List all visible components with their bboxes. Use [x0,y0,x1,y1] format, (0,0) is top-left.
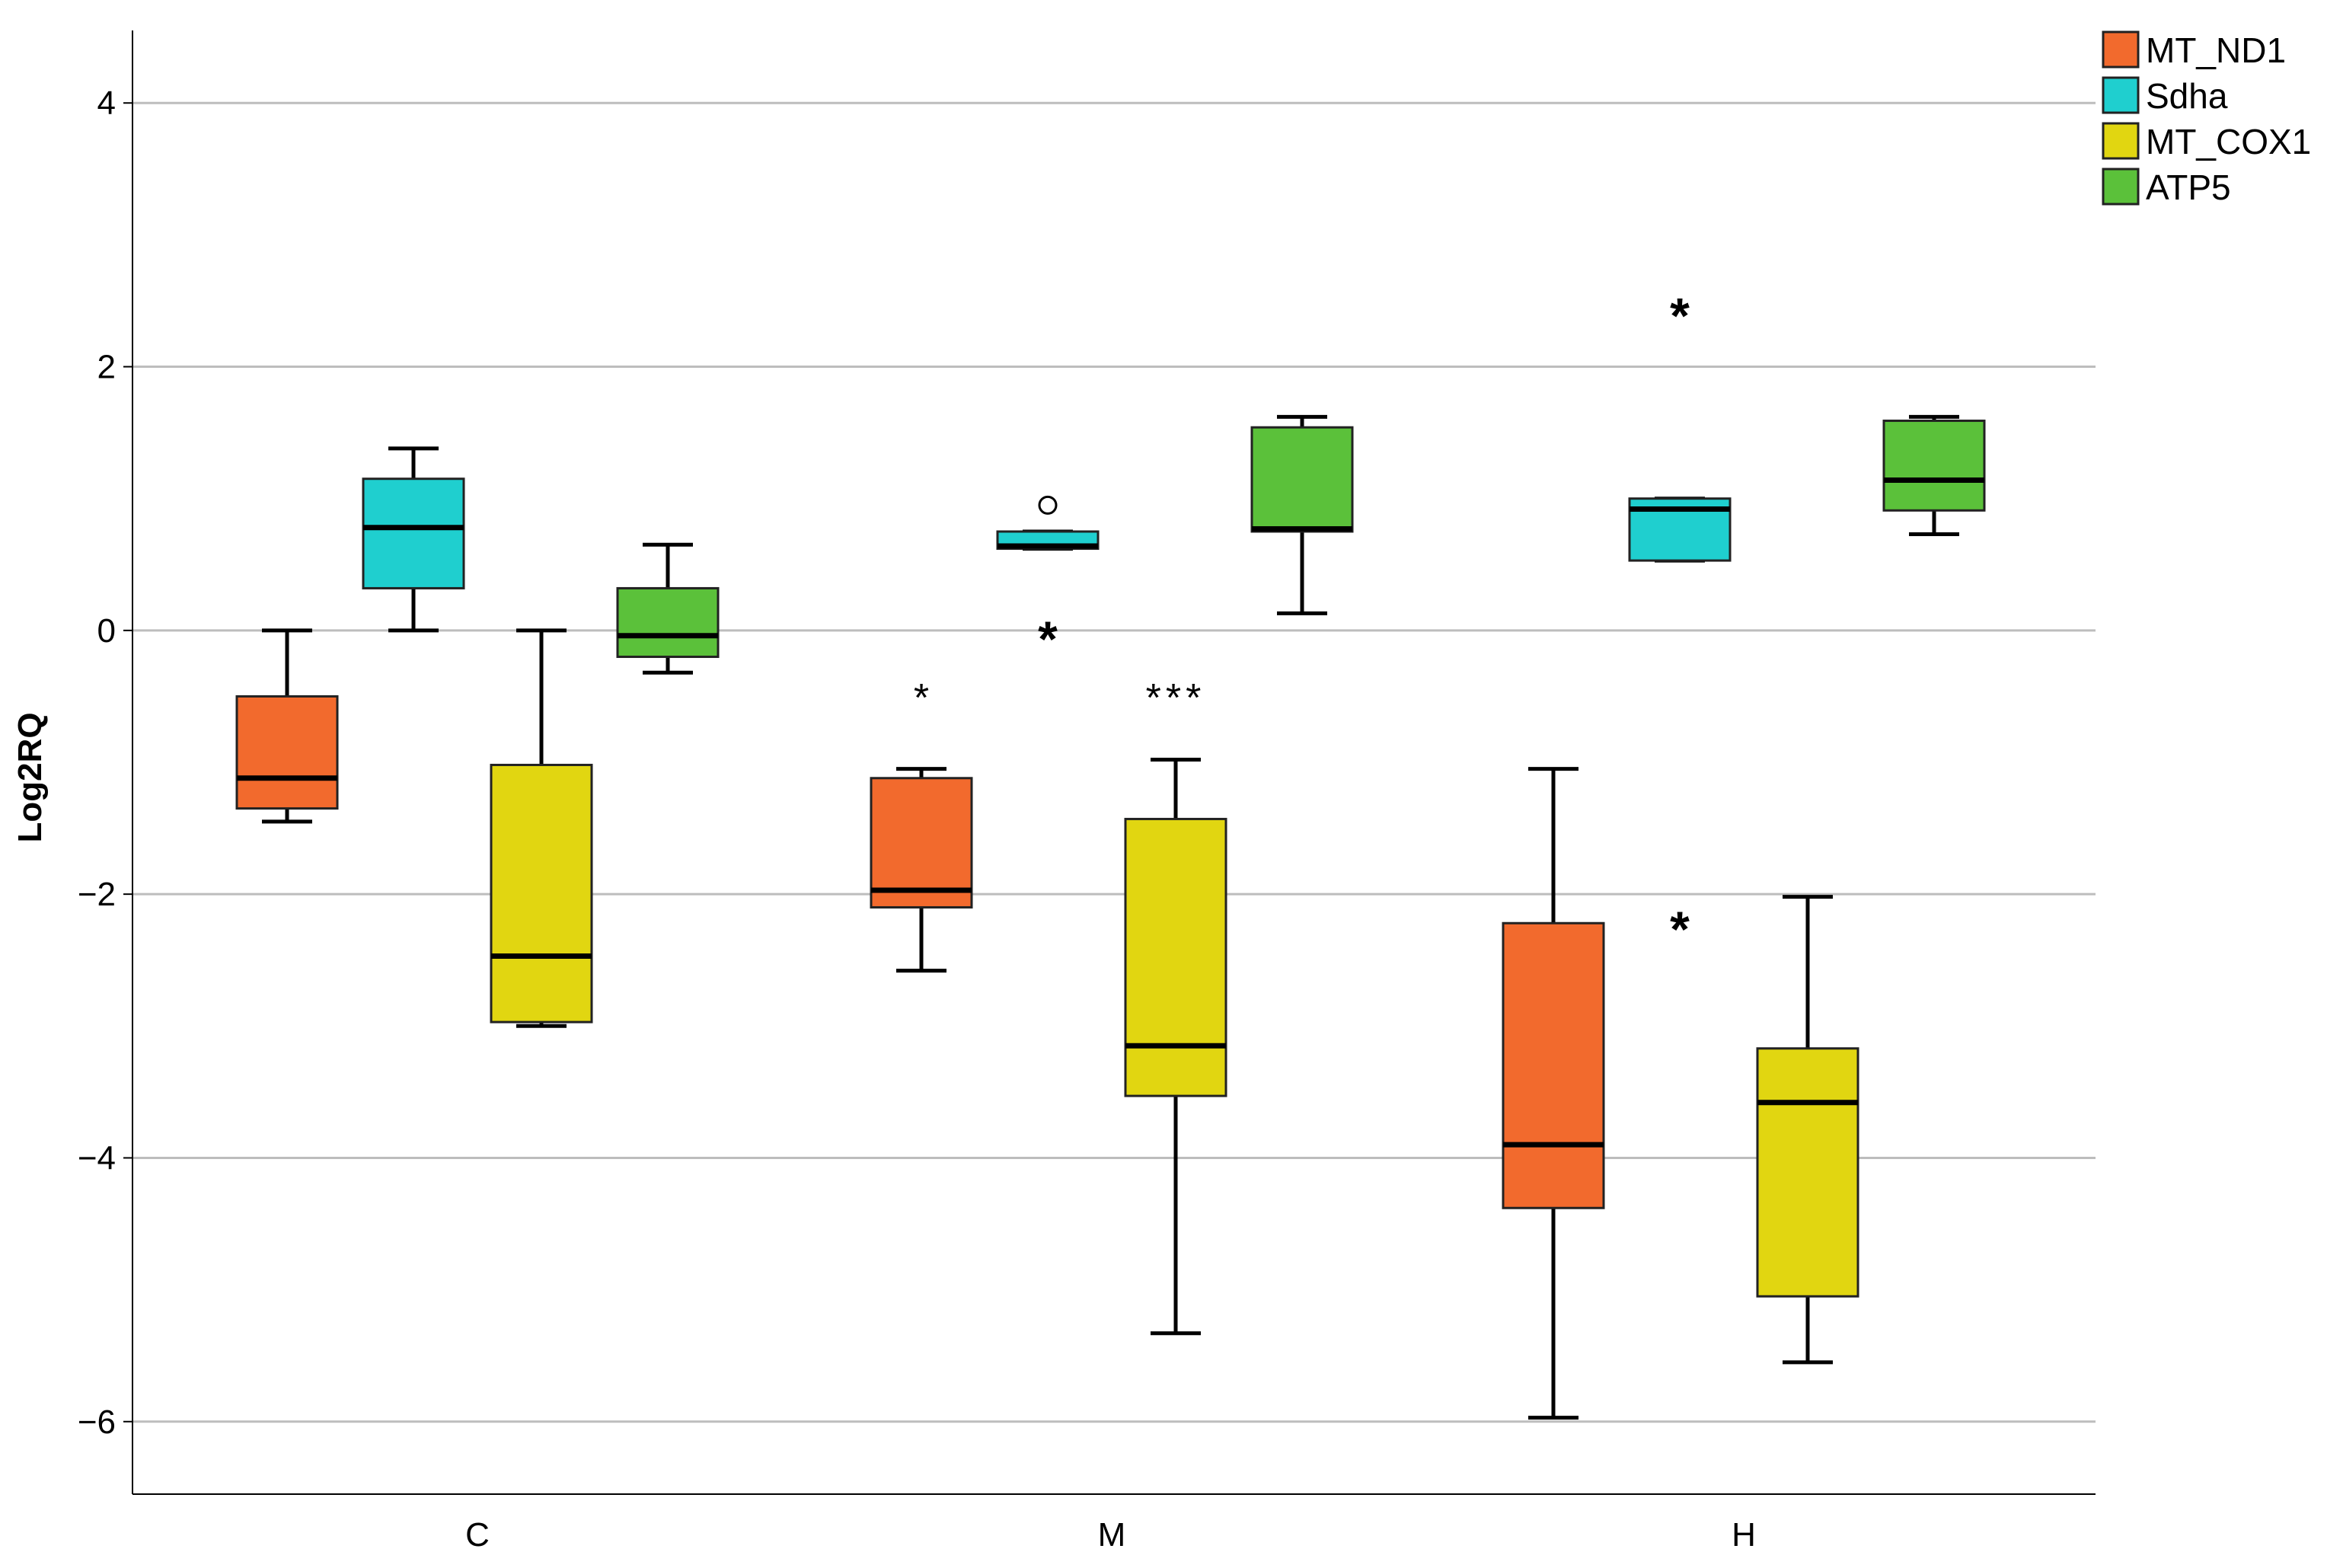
box-sdha-m [996,495,1100,551]
box-iqr [616,586,720,658]
box-mt-cox1-h [1756,895,1859,1365]
box-mt-nd1-m [870,767,973,973]
y-tick-label: 0 [97,612,116,650]
box-iqr [235,695,339,810]
legend-swatch [2102,122,2140,160]
box-iqr [1756,1047,1859,1298]
legend: MT_ND1 Sdha MT_COX1 ATP5 [2102,30,2311,207]
axes: 4 2 0 −2 −4 −6 C M H [78,30,2096,1554]
x-tick-label: H [1732,1516,1756,1554]
legend-swatch [2102,168,2140,206]
legend-swatch [2102,76,2140,114]
box-iqr [490,763,593,1024]
legend-swatch [2102,30,2140,69]
significance-marker: * [914,676,929,720]
outlier-point [1038,495,1058,515]
box-atp5-c [616,542,720,675]
box-mt-nd1-c [235,628,339,824]
legend-label: Sdha [2146,76,2228,116]
box-mt-cox1-c [490,628,593,1028]
box-iqr [870,777,973,909]
boxes [235,414,1986,1420]
y-tick-label: 2 [97,349,116,386]
box-iqr [1124,817,1227,1097]
box-mt-cox1-m [1124,758,1227,1336]
box-iqr [1502,921,1605,1209]
box-iqr [362,477,465,589]
y-tick-label: −4 [78,1139,116,1177]
legend-label: ATP5 [2146,168,2231,207]
box-iqr [1250,426,1354,533]
legend-label: MT_COX1 [2146,122,2311,161]
box-atp5-h [1882,414,1986,536]
x-tick-label: M [1098,1516,1126,1554]
box-iqr [1882,420,1986,512]
x-tick-label: C [465,1516,490,1554]
box-sdha-c [362,446,465,633]
box-mt-nd1-h [1502,767,1605,1420]
significance-annotations: ******* [914,288,1690,957]
significance-marker: * [1670,288,1690,344]
box-sdha-h [1628,497,1732,563]
gridlines [132,101,2096,1423]
significance-marker: * [1670,901,1690,957]
y-tick-label: −2 [78,876,116,913]
legend-label: MT_ND1 [2146,30,2286,70]
y-tick-label: 4 [97,85,116,122]
box-atp5-m [1250,414,1354,615]
significance-marker: * [1038,611,1058,667]
y-tick-label: −6 [78,1404,116,1441]
y-axis-title: Log2RQ [11,712,49,842]
significance-marker: *** [1146,676,1206,720]
